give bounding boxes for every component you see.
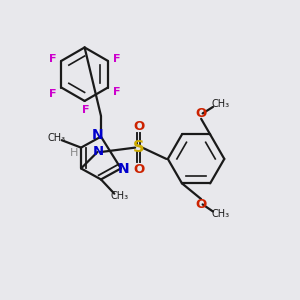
Text: F: F [113, 54, 120, 64]
Text: O: O [196, 198, 207, 211]
Text: F: F [49, 54, 56, 64]
Text: N: N [118, 162, 130, 176]
Text: CH₃: CH₃ [212, 99, 230, 109]
Text: N: N [92, 128, 104, 142]
Text: F: F [49, 88, 56, 98]
Text: F: F [113, 87, 120, 97]
Text: CH₃: CH₃ [110, 191, 128, 201]
Text: H: H [70, 148, 79, 158]
Text: O: O [133, 120, 144, 133]
Text: CH₃: CH₃ [47, 133, 65, 143]
Text: O: O [196, 107, 207, 120]
Text: N: N [92, 145, 104, 158]
Text: O: O [133, 163, 144, 176]
Text: S: S [133, 140, 145, 155]
Text: CH₃: CH₃ [212, 208, 230, 219]
Text: F: F [82, 106, 90, 116]
